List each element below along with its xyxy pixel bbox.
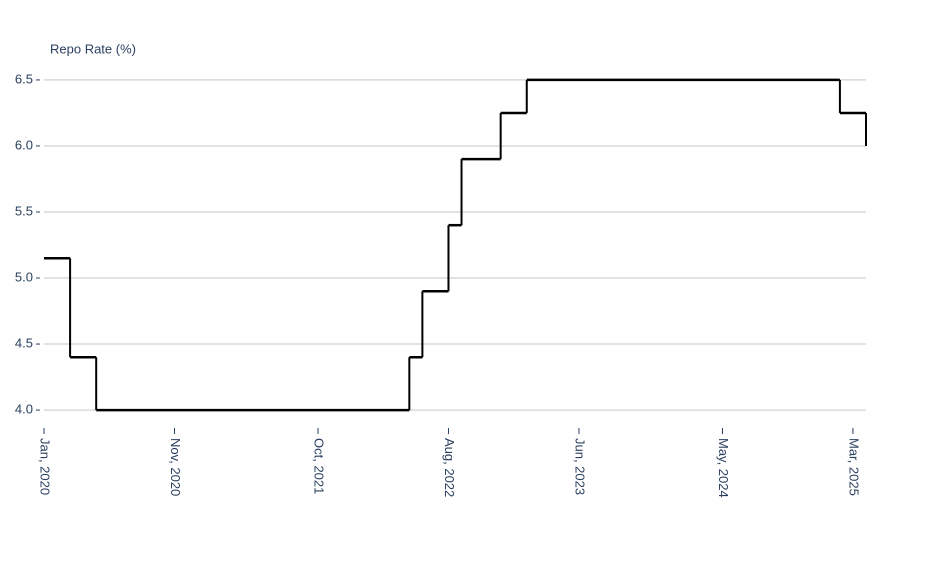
x-tick-label: Oct, 2021	[312, 438, 327, 494]
y-tick-label: 5.0	[15, 269, 33, 284]
y-tick-label: 5.5	[15, 203, 33, 218]
x-tick-label: Nov, 2020	[168, 438, 183, 496]
x-tick-label: Aug, 2022	[442, 438, 457, 497]
x-tick-label: Jan, 2020	[38, 438, 53, 495]
x-tick-label: Mar, 2025	[847, 438, 862, 496]
y-tick-label: 6.5	[15, 71, 33, 86]
y-tick-label: 6.0	[15, 137, 33, 152]
x-tick-label: May, 2024	[716, 438, 731, 498]
y-tick-label: 4.0	[15, 402, 33, 417]
x-tick-label: Jun, 2023	[573, 438, 588, 495]
y-tick-label: 4.5	[15, 335, 33, 350]
y-axis-title: Repo Rate (%)	[50, 41, 136, 56]
